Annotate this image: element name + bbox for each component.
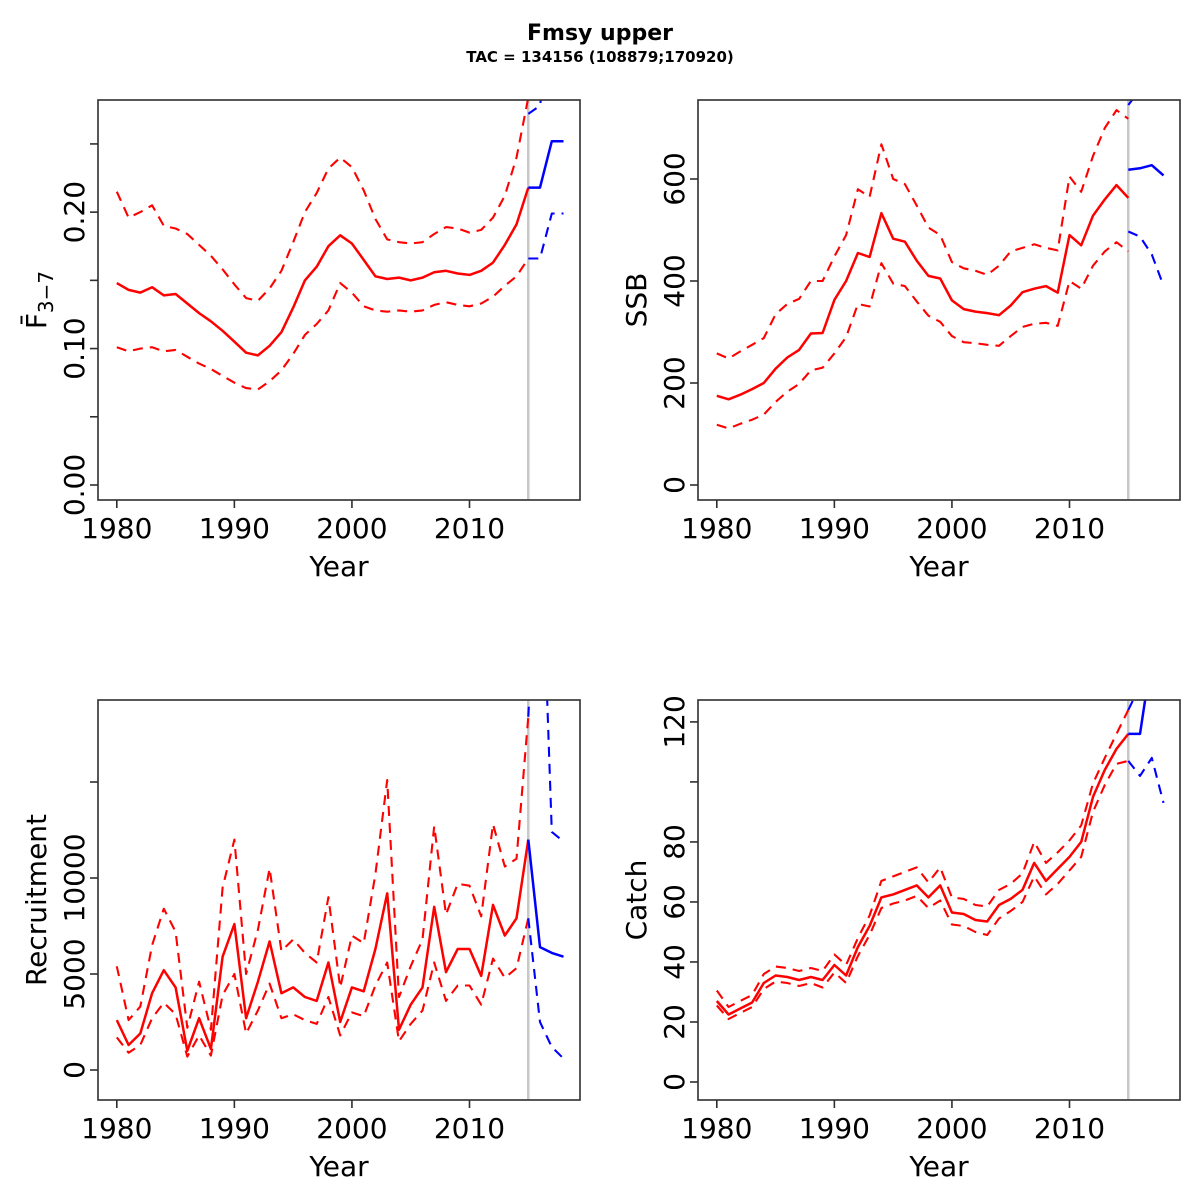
recruitment-x-tick-label: 2000 — [316, 1112, 387, 1145]
ssb-y-tick-label: 400 — [658, 254, 691, 307]
ssb-x-tick-label: 1980 — [681, 512, 752, 545]
catch-y-tick-label: 40 — [658, 944, 691, 980]
ssb-y-tick-label: 600 — [658, 152, 691, 205]
ssb-plot-box — [697, 99, 1181, 501]
recruitment-ci-high-line — [115, 716, 530, 1031]
catch-ci-low-line — [716, 759, 1129, 1021]
recruitment-ci-low-line — [115, 918, 530, 1058]
fbar-y-tick-label: 0.00 — [58, 454, 91, 516]
catch-plot-box — [697, 699, 1181, 1101]
fbar-median-line — [116, 187, 530, 357]
panels-group: 1980 1990 2000 20100.000.100.20YearF̄3−7198… — [19, 99, 1181, 1183]
catch-forecast-median-line — [1128, 700, 1147, 736]
fbar-panel: 1980 1990 2000 2010 0.00 0.10 0.20 Year F̄3−7 — [19, 99, 581, 583]
fbar-x-axis-title: Year — [308, 550, 369, 583]
catch-y-tick-label: 0 — [658, 1073, 691, 1091]
catch-y-tick-label: 120 — [658, 695, 691, 748]
catch-y-tick-label: 80 — [658, 824, 691, 860]
catch-y-tick-label: 60 — [658, 884, 691, 920]
recruitment-plot-box — [97, 699, 581, 1101]
recruitment-y-tick-label: 5000 — [58, 938, 91, 1009]
tac-subtitle: TAC = 134156 (108879;170920) — [466, 48, 734, 66]
recruitment-x-tick-label: 2010 — [434, 1112, 505, 1145]
fbar-y-tick-label: 0.20 — [58, 181, 91, 243]
catch-forecast-low-line — [1127, 756, 1165, 804]
ssb-x-tick-label: 1990 — [799, 512, 870, 545]
catch-x-tick-label: 1980 — [681, 1112, 752, 1145]
catch-series-group — [715, 700, 1165, 1021]
catch-x-tick-label: 2000 — [916, 1112, 987, 1145]
ssb-x-tick-label: 2010 — [1034, 512, 1105, 545]
recruitment-forecast-high-line — [527, 700, 565, 843]
ssb-median-line — [716, 183, 1130, 401]
fbar-ci-high-line — [115, 100, 529, 302]
ssb-forecast-median-line — [1128, 163, 1165, 177]
catch-y-axis-title: Catch — [620, 860, 653, 941]
fbar-forecast-median-line — [528, 139, 564, 189]
fbar-x-tick-label: 1980 — [81, 512, 152, 545]
ssb-ci-high-line — [716, 109, 1129, 360]
recruitment-y-tick-label: 10000 — [58, 833, 91, 922]
ssb-ci-low-line — [716, 241, 1129, 430]
catch-ci-high-line — [715, 709, 1130, 1009]
fbar-forecast-low-line — [528, 212, 564, 260]
ssb-panel: 1980 1990 2000 2010 0 200 400 600 Year SSB — [620, 99, 1181, 583]
recruitment-x-tick-label: 1990 — [199, 1112, 270, 1145]
ssb-y-tick-label: 200 — [658, 356, 691, 409]
fbar-ci-low-line — [116, 257, 530, 391]
recruitment-panel: 1980 1990 2000 2010 0 5000 10000 Year Recruitmen… — [20, 699, 581, 1183]
fbar-y-tick-label: 0.10 — [58, 317, 91, 379]
recruitment-median-line — [115, 839, 530, 1053]
ssb-x-axis-title: Year — [908, 550, 969, 583]
recruitment-x-axis-title: Year — [308, 1150, 369, 1183]
recruitment-x-tick-label: 1980 — [81, 1112, 152, 1145]
page-title: Fmsy upper — [527, 21, 673, 46]
fbar-x-tick-label: 1990 — [199, 512, 270, 545]
ssb-forecast-low-line — [1127, 230, 1165, 286]
recruitment-y-tick-label: 0 — [58, 1061, 91, 1079]
catch-x-axis-title: Year — [908, 1150, 969, 1183]
ssb-y-axis-title: SSB — [620, 273, 653, 328]
ssb-x-tick-label: 2000 — [916, 512, 987, 545]
recruitment-y-axis-title: Recruitment — [20, 814, 53, 986]
fbar-series-group — [115, 100, 564, 391]
ssb-series-group — [716, 100, 1165, 430]
fbar-y-axis-title: F̄3−7 — [19, 271, 58, 329]
catch-panel: 1980 1990 2000 2010 0 20 40 60 80 120 Year Catch — [620, 695, 1181, 1183]
recruitment-forecast-median-line — [527, 839, 564, 958]
catch-median-line — [715, 733, 1130, 1016]
fbar-x-tick-label: 2010 — [434, 512, 505, 545]
recruitment-series-group — [115, 700, 565, 1060]
ssb-y-tick-label: 0 — [658, 476, 691, 494]
fbar-plot-box — [97, 99, 581, 501]
recruitment-forecast-low-line — [527, 918, 565, 1060]
catch-x-tick-label: 2010 — [1034, 1112, 1105, 1145]
catch-y-tick-label: 20 — [658, 1004, 691, 1040]
fbar-forecast-high-line — [527, 100, 542, 115]
fbar-x-tick-label: 2000 — [316, 512, 387, 545]
catch-x-tick-label: 1990 — [799, 1112, 870, 1145]
